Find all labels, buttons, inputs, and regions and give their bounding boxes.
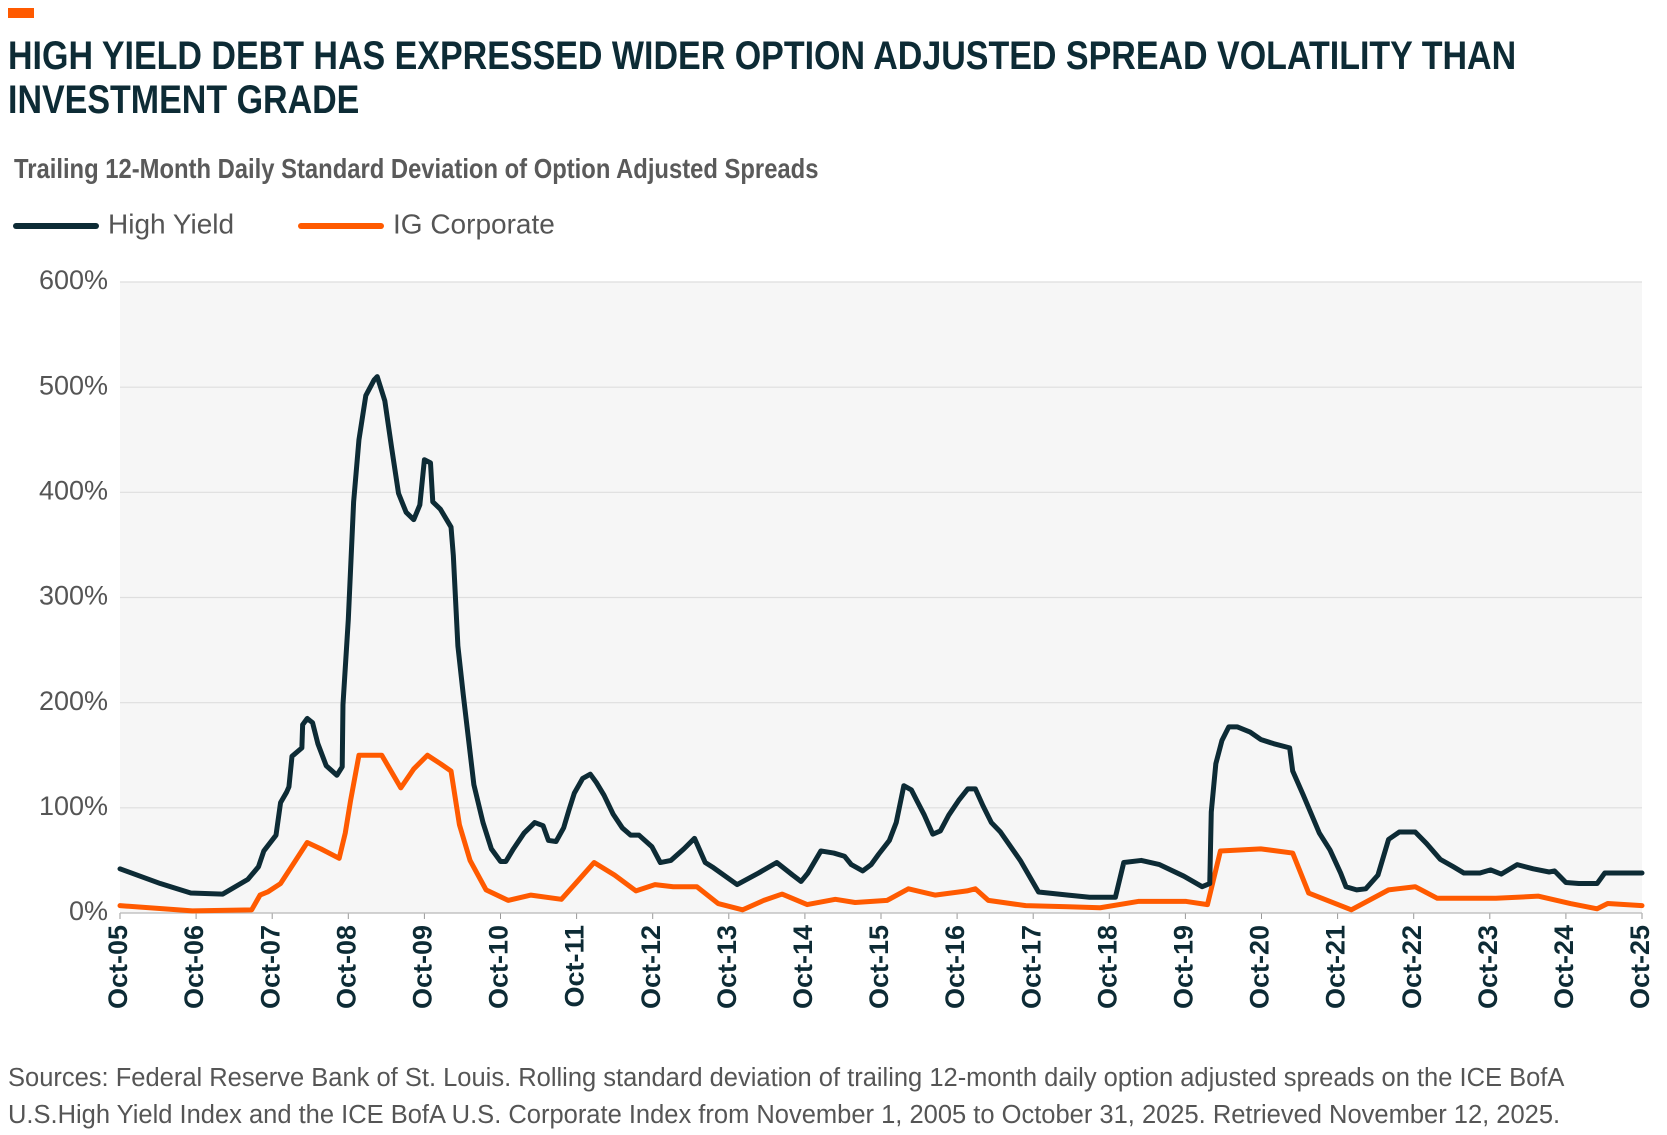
x-tick-label: Oct-12 [636,925,666,1009]
y-tick-label: 600% [39,265,108,295]
y-tick-label: 100% [39,791,108,821]
y-tick-label: 400% [39,475,108,505]
x-tick-label: Oct-20 [1245,925,1275,1009]
x-tick-label: Oct-18 [1092,925,1122,1009]
x-tick-label: Oct-06 [179,925,209,1009]
series-line [117,752,1645,914]
x-tick-label: Oct-21 [1321,925,1351,1009]
x-tick-label: Oct-22 [1397,925,1427,1009]
x-tick-label: Oct-14 [788,925,818,1009]
x-tick-label: Oct-15 [864,925,894,1009]
x-tick-label: Oct-05 [103,925,133,1009]
x-tick-label: Oct-25 [1625,925,1655,1009]
chart-subtitle: Trailing 12-Month Daily Standard Deviati… [14,153,819,184]
chart: 0% 100% 200% 300% 400% 500% 600% Oct-05 Oct-06 Oc… [13,208,1655,1009]
series-line [117,374,1645,900]
y-tick-label: 500% [39,370,108,400]
x-tick-label: Oct-10 [484,925,514,1009]
x-tick-label: Oct-24 [1549,925,1579,1009]
x-tick-label: Oct-07 [255,925,285,1009]
x-tick-label: Oct-11 [560,925,590,1008]
legend-label: High Yield [108,208,234,239]
x-tick-label: Oct-09 [408,925,438,1009]
x-tick-label: Oct-23 [1473,925,1503,1009]
x-tick-label: Oct-08 [331,925,361,1009]
x-tick-label: Oct-19 [1169,925,1199,1009]
legend-label: IG Corporate [393,208,555,239]
source-note: Sources: Federal Reserve Bank of St. Lou… [8,1064,1563,1129]
y-tick-label: 300% [39,581,108,611]
y-tick-label: 200% [39,686,108,716]
accent-bar [8,8,34,18]
chart-title: HIGH YIELD DEBT HAS EXPRESSED WIDER OPTI… [8,34,1517,122]
x-tick-label: Oct-17 [1016,925,1046,1009]
x-tick-label: Oct-13 [712,925,742,1009]
x-tick-label: Oct-16 [940,925,970,1009]
y-tick-label: 0% [69,896,108,926]
